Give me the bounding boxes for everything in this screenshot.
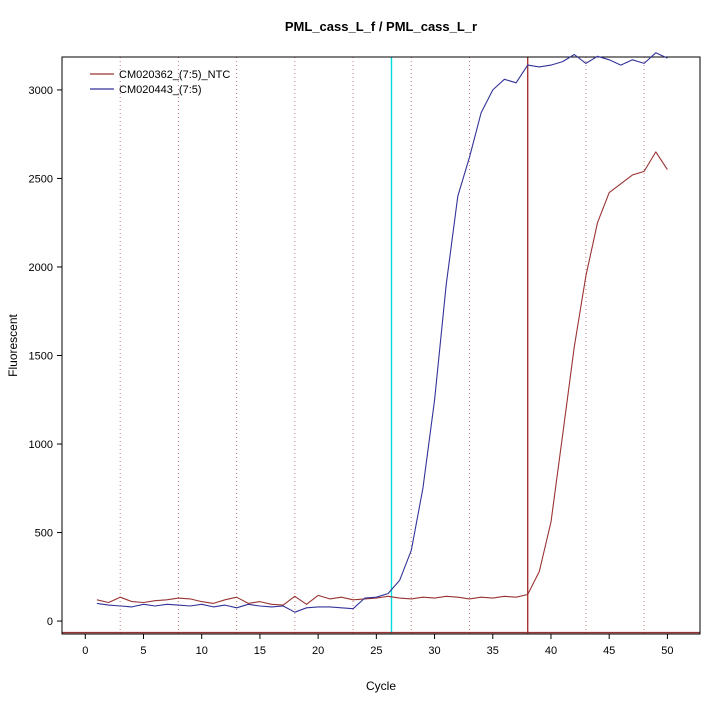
x-tick-label: 35 — [487, 645, 499, 657]
y-tick-label: 1500 — [29, 351, 53, 363]
y-tick-label: 2000 — [29, 262, 53, 274]
x-axis-label: Cycle — [366, 679, 396, 693]
x-tick-label: 30 — [428, 645, 440, 657]
y-tick-label: 1000 — [29, 439, 53, 451]
x-tick-label: 50 — [661, 645, 673, 657]
plot-border — [61, 56, 701, 635]
x-tick-label: 25 — [370, 645, 382, 657]
legend-entry-label: CM020362_(7:5)_NTC — [119, 69, 230, 81]
series-line-sample-blue — [96, 52, 668, 613]
x-tick-label: 40 — [545, 645, 557, 657]
y-axis-label: Fluorescent — [6, 313, 20, 376]
legend-entry-label: CM020443_(7:5) — [119, 84, 202, 96]
x-tick-label: 20 — [312, 645, 324, 657]
x-tick-label: 0 — [82, 645, 88, 657]
x-tick-label: 10 — [196, 645, 208, 657]
y-tick-label: 0 — [47, 616, 53, 628]
y-tick-label: 2500 — [29, 173, 53, 185]
y-tick-label: 500 — [35, 528, 53, 540]
chart-title: PML_cass_L_f / PML_cass_L_r — [285, 19, 477, 34]
series-line-ntc-red — [96, 151, 668, 606]
y-tick-label: 3000 — [29, 85, 53, 97]
x-tick-label: 15 — [254, 645, 266, 657]
x-tick-label: 5 — [140, 645, 146, 657]
x-tick-label: 45 — [603, 645, 615, 657]
